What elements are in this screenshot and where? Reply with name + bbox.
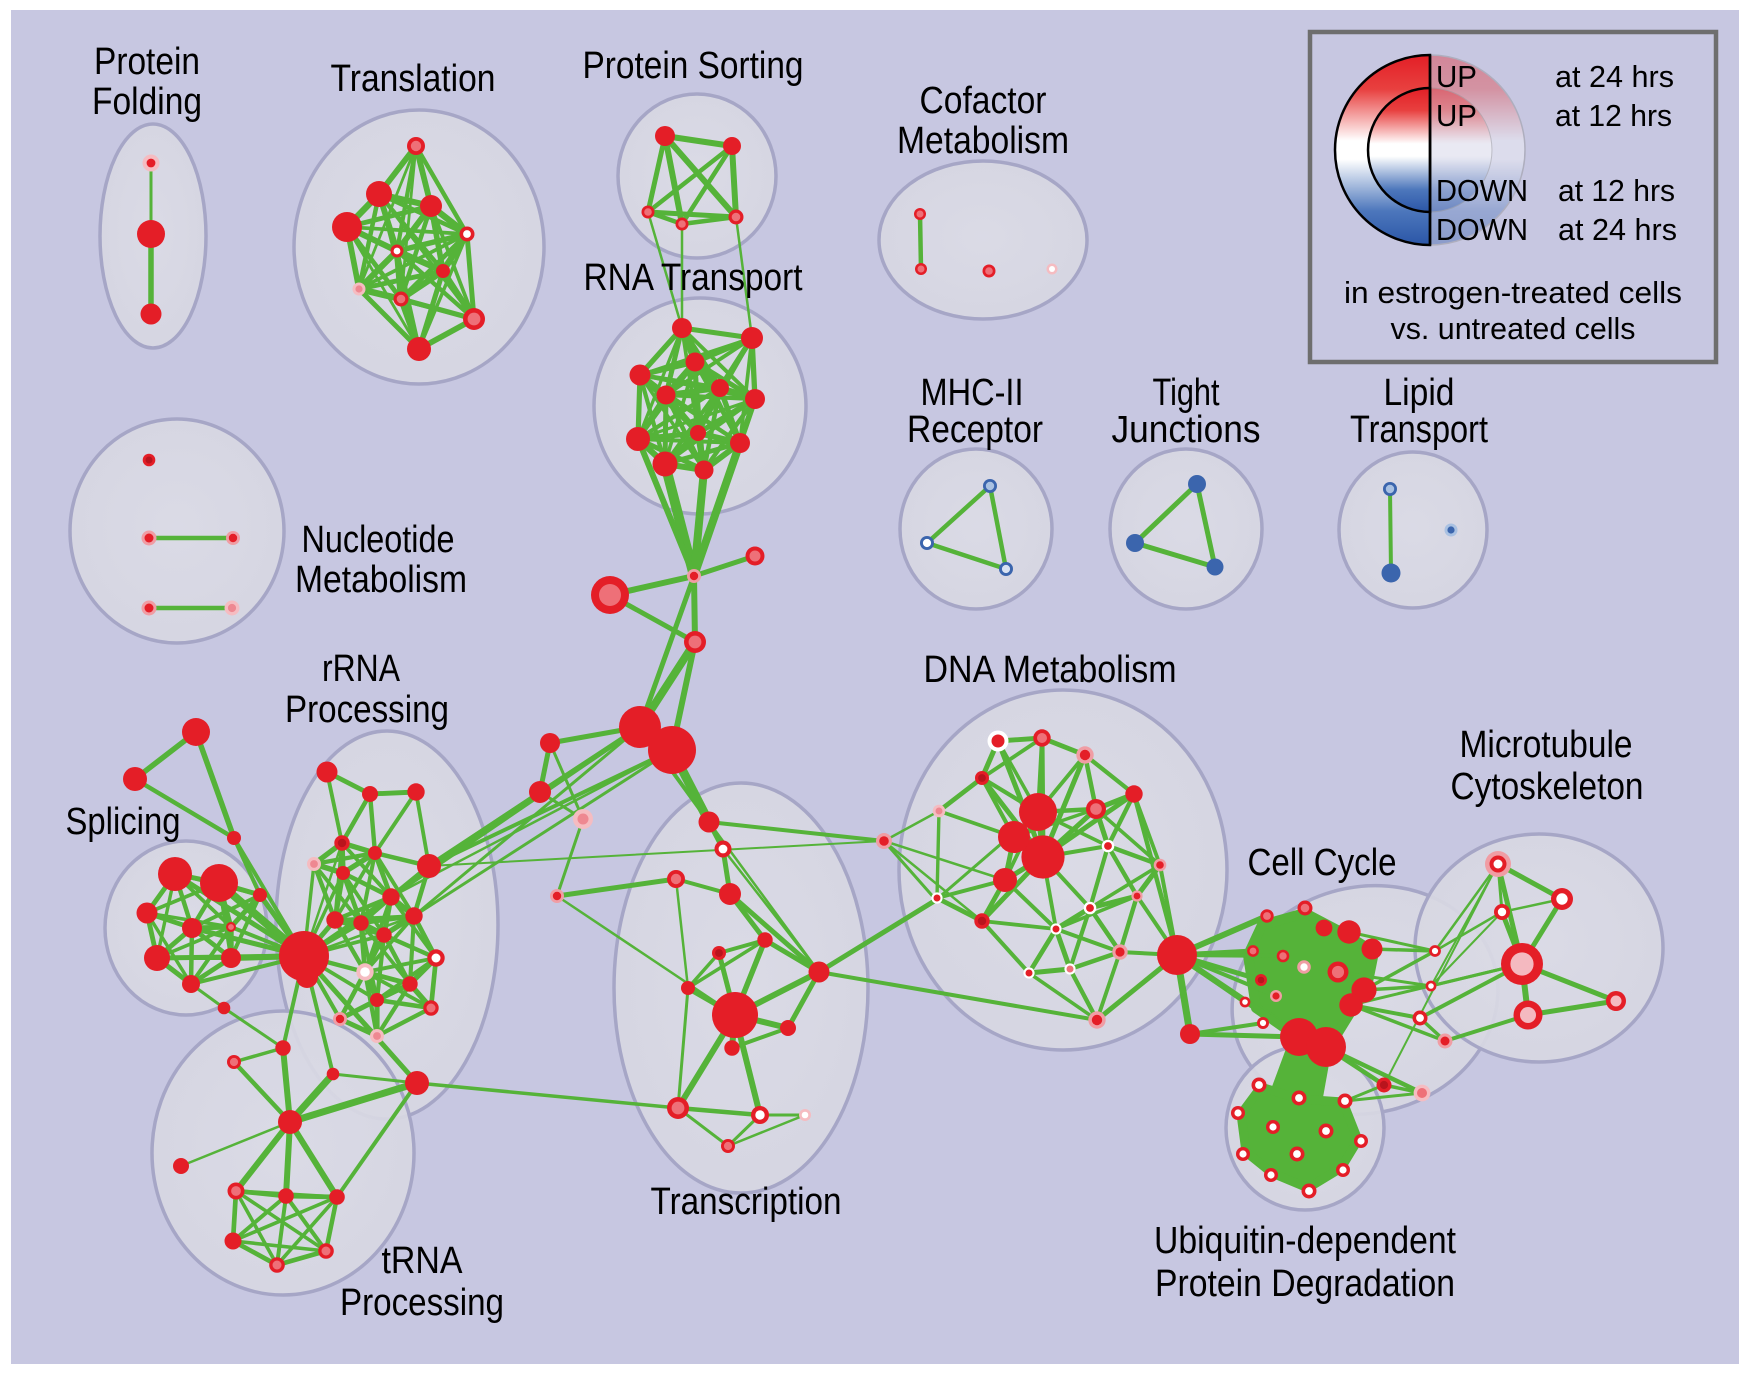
svg-text:Cofactor: Cofactor bbox=[920, 80, 1047, 122]
svg-text:Translation: Translation bbox=[331, 58, 496, 100]
svg-text:UP: UP bbox=[1436, 59, 1477, 94]
svg-text:Microtubule: Microtubule bbox=[1460, 724, 1633, 766]
svg-text:Nucleotide: Nucleotide bbox=[302, 519, 455, 561]
svg-text:Junctions: Junctions bbox=[1112, 409, 1261, 451]
svg-text:at 12 hrs: at 12 hrs bbox=[1555, 98, 1672, 133]
svg-text:DOWN: DOWN bbox=[1436, 173, 1528, 208]
svg-text:Processing: Processing bbox=[285, 689, 449, 731]
svg-text:Lipid: Lipid bbox=[1384, 372, 1455, 414]
svg-text:Transport: Transport bbox=[1350, 409, 1488, 451]
svg-text:Receptor: Receptor bbox=[907, 409, 1043, 451]
svg-text:Protein Sorting: Protein Sorting bbox=[583, 45, 804, 87]
svg-text:RNA Transport: RNA Transport bbox=[584, 257, 803, 299]
svg-text:Cytoskeleton: Cytoskeleton bbox=[1451, 766, 1644, 808]
svg-text:vs. untreated cells: vs. untreated cells bbox=[1391, 311, 1636, 346]
svg-text:Folding: Folding bbox=[92, 81, 202, 123]
svg-text:Processing: Processing bbox=[340, 1282, 504, 1324]
svg-text:MHC-II: MHC-II bbox=[921, 372, 1024, 414]
svg-text:Metabolism: Metabolism bbox=[295, 559, 467, 601]
svg-text:at 12 hrs: at 12 hrs bbox=[1558, 173, 1675, 208]
svg-text:tRNA: tRNA bbox=[382, 1240, 464, 1282]
svg-text:Ubiquitin-dependent: Ubiquitin-dependent bbox=[1154, 1220, 1456, 1262]
svg-text:DNA Metabolism: DNA Metabolism bbox=[924, 649, 1177, 691]
svg-text:Metabolism: Metabolism bbox=[897, 120, 1069, 162]
svg-text:Protein Degradation: Protein Degradation bbox=[1155, 1263, 1455, 1305]
svg-text:DOWN: DOWN bbox=[1436, 212, 1528, 247]
svg-text:at 24 hrs: at 24 hrs bbox=[1555, 59, 1674, 94]
svg-text:Transcription: Transcription bbox=[651, 1181, 842, 1223]
svg-text:Protein: Protein bbox=[94, 41, 200, 83]
svg-text:Splicing: Splicing bbox=[66, 801, 181, 843]
svg-text:rRNA: rRNA bbox=[322, 648, 401, 690]
svg-text:UP: UP bbox=[1436, 98, 1477, 133]
svg-text:Cell Cycle: Cell Cycle bbox=[1248, 842, 1397, 884]
svg-text:at 24 hrs: at 24 hrs bbox=[1558, 212, 1677, 247]
svg-text:Tight: Tight bbox=[1153, 372, 1220, 414]
svg-text:in estrogen-treated cells: in estrogen-treated cells bbox=[1344, 275, 1682, 310]
